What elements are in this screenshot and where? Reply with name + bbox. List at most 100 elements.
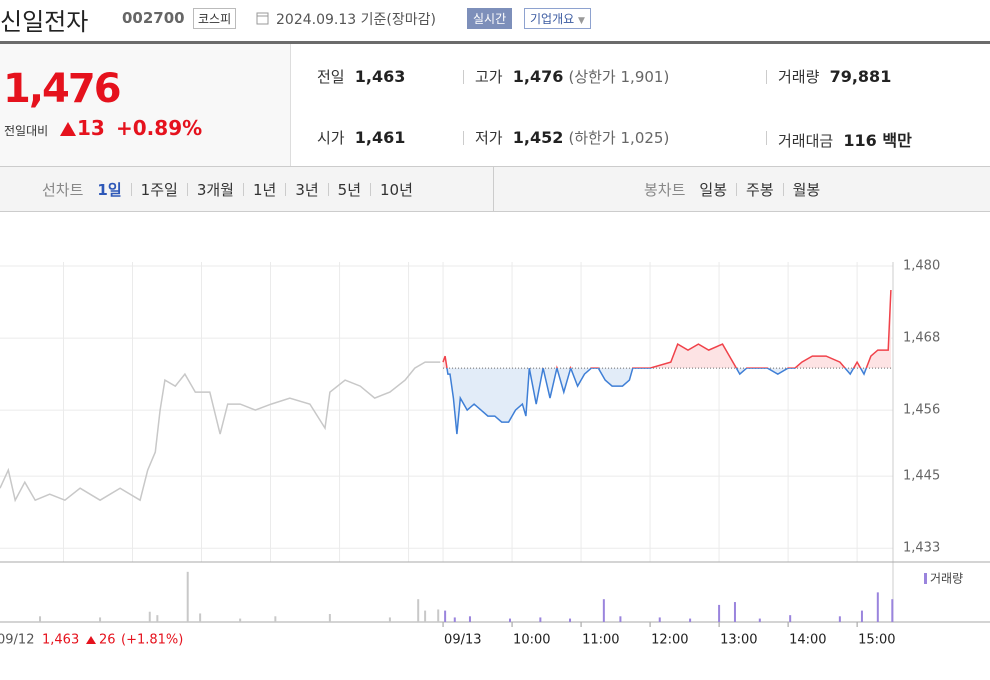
tab[interactable]: 월봉 [792,181,821,199]
price-line-up [442,289,892,369]
volume-bar [453,617,456,622]
x-tick-label: 15:00 [858,633,895,648]
market-badge: 코스피 [193,8,237,29]
stat: 거래량 79,881 [778,66,891,87]
separator [766,131,767,145]
volume-bar [239,618,242,622]
tab[interactable]: 1주일 [140,181,178,199]
separator [463,70,464,84]
legend-swatch [924,573,927,584]
volume-bar [39,616,42,622]
change: 13 [60,116,105,140]
tab-bar [0,166,990,212]
y-tick-label: 1,433 [903,541,940,556]
stat-value: 116 백만 [843,131,912,150]
volume-bar [99,617,102,622]
volume-bar [860,610,863,622]
tab[interactable]: 주봉 [746,181,774,199]
tab[interactable]: 5년 [337,181,361,199]
volume-bar [468,616,471,622]
stat-value: 1,476 [512,67,564,86]
stat-label: 시가 [317,129,345,147]
realtime-badge[interactable]: 실시간 [467,8,513,29]
calendar-icon [256,12,269,25]
separator [463,131,464,145]
volume-bar [733,602,736,622]
x-tick-label: 09/13 [444,633,481,648]
stat-value: 1,463 [354,67,406,86]
tab[interactable]: 1일 [97,181,122,199]
volume-bar [388,617,391,622]
volume-bar [658,617,661,622]
tab[interactable]: 1년 [252,181,277,199]
volume-bar [539,617,542,622]
down-area [446,368,867,435]
line-tabs: 선차트 1일 1주일 3개월 1년 3년 5년 10년 [42,179,413,200]
tab-separator [186,183,188,196]
tab[interactable]: 일봉 [699,181,728,199]
stat: 고가 1,476 (상한가 1,901) [475,66,669,87]
volume-bar [689,618,692,622]
x-tick-label: 14:00 [789,633,826,648]
volume-bar [569,618,572,622]
volume-bar [148,611,151,622]
candle-tabs: 봉차트 일봉 주봉 월봉 [644,179,820,200]
prev-price: 1,463 [42,633,79,648]
volume-bar [789,615,792,622]
stat-value: 1,452 [512,128,564,147]
stat-value: 79,881 [829,67,892,86]
volume-bar [619,616,622,622]
volume-bar [156,615,159,622]
date: 2024.09.13 기준(장마감) [276,12,436,28]
y-tick-label: 1,456 [903,403,940,418]
y-tick-label: 1,445 [903,469,940,484]
x-tick-label: 10:00 [513,633,550,648]
change-value: 13 [77,116,105,140]
separator [766,70,767,84]
stat-note: (하한가 1,025) [568,129,670,147]
tab[interactable]: 3개월 [196,181,234,199]
volume-bar [437,609,440,622]
stat-label: 저가 [475,129,503,147]
stat: 전일 1,463 [317,66,405,87]
prev-change: 26 [99,633,116,648]
volume-bar [876,592,879,622]
tab-separator [285,183,287,196]
tab[interactable]: 10년 [380,181,413,199]
stat: 거래대금 116 백만 [778,127,912,151]
header-rule [0,41,990,44]
stat-label: 고가 [475,68,503,86]
tab-group-label: 봉차트 [644,181,686,199]
change-label: 전일대비 [4,124,49,138]
volume-bar [508,618,511,622]
volume-bar [444,610,447,622]
tab[interactable]: 3년 [295,181,319,199]
volume-bar [838,616,841,622]
legend-label: 거래량 [930,572,963,586]
tab-separator [736,183,738,196]
stat-label: 거래량 [778,68,820,86]
change-rate: +0.89% [116,116,203,140]
prev-date: 09/12 [0,633,34,648]
volume-bar [274,616,277,622]
volume-bar [602,599,605,622]
stock-code: 002700 [122,9,185,27]
stat-note: (상한가 1,901) [568,68,670,86]
stat: 시가 1,461 [317,127,405,148]
y-tick-label: 1,480 [903,259,940,274]
company-name: 신일전자 [0,8,89,36]
current-price: 1,476 [3,66,122,112]
stat-label: 전일 [317,68,345,86]
stat: 저가 1,452 (하한가 1,025) [475,127,669,148]
tab-separator [327,183,329,196]
tab-separator [782,183,784,196]
volume-bar [186,571,189,622]
company-info-label: 기업개요 [530,12,575,26]
price-line [0,361,441,503]
company-info-button[interactable]: 기업개요 ▼ [524,8,591,29]
volume-bar [328,614,331,622]
x-tick-label: 11:00 [582,633,619,648]
x-tick-label: 12:00 [651,633,688,648]
tab-separator [130,183,132,196]
